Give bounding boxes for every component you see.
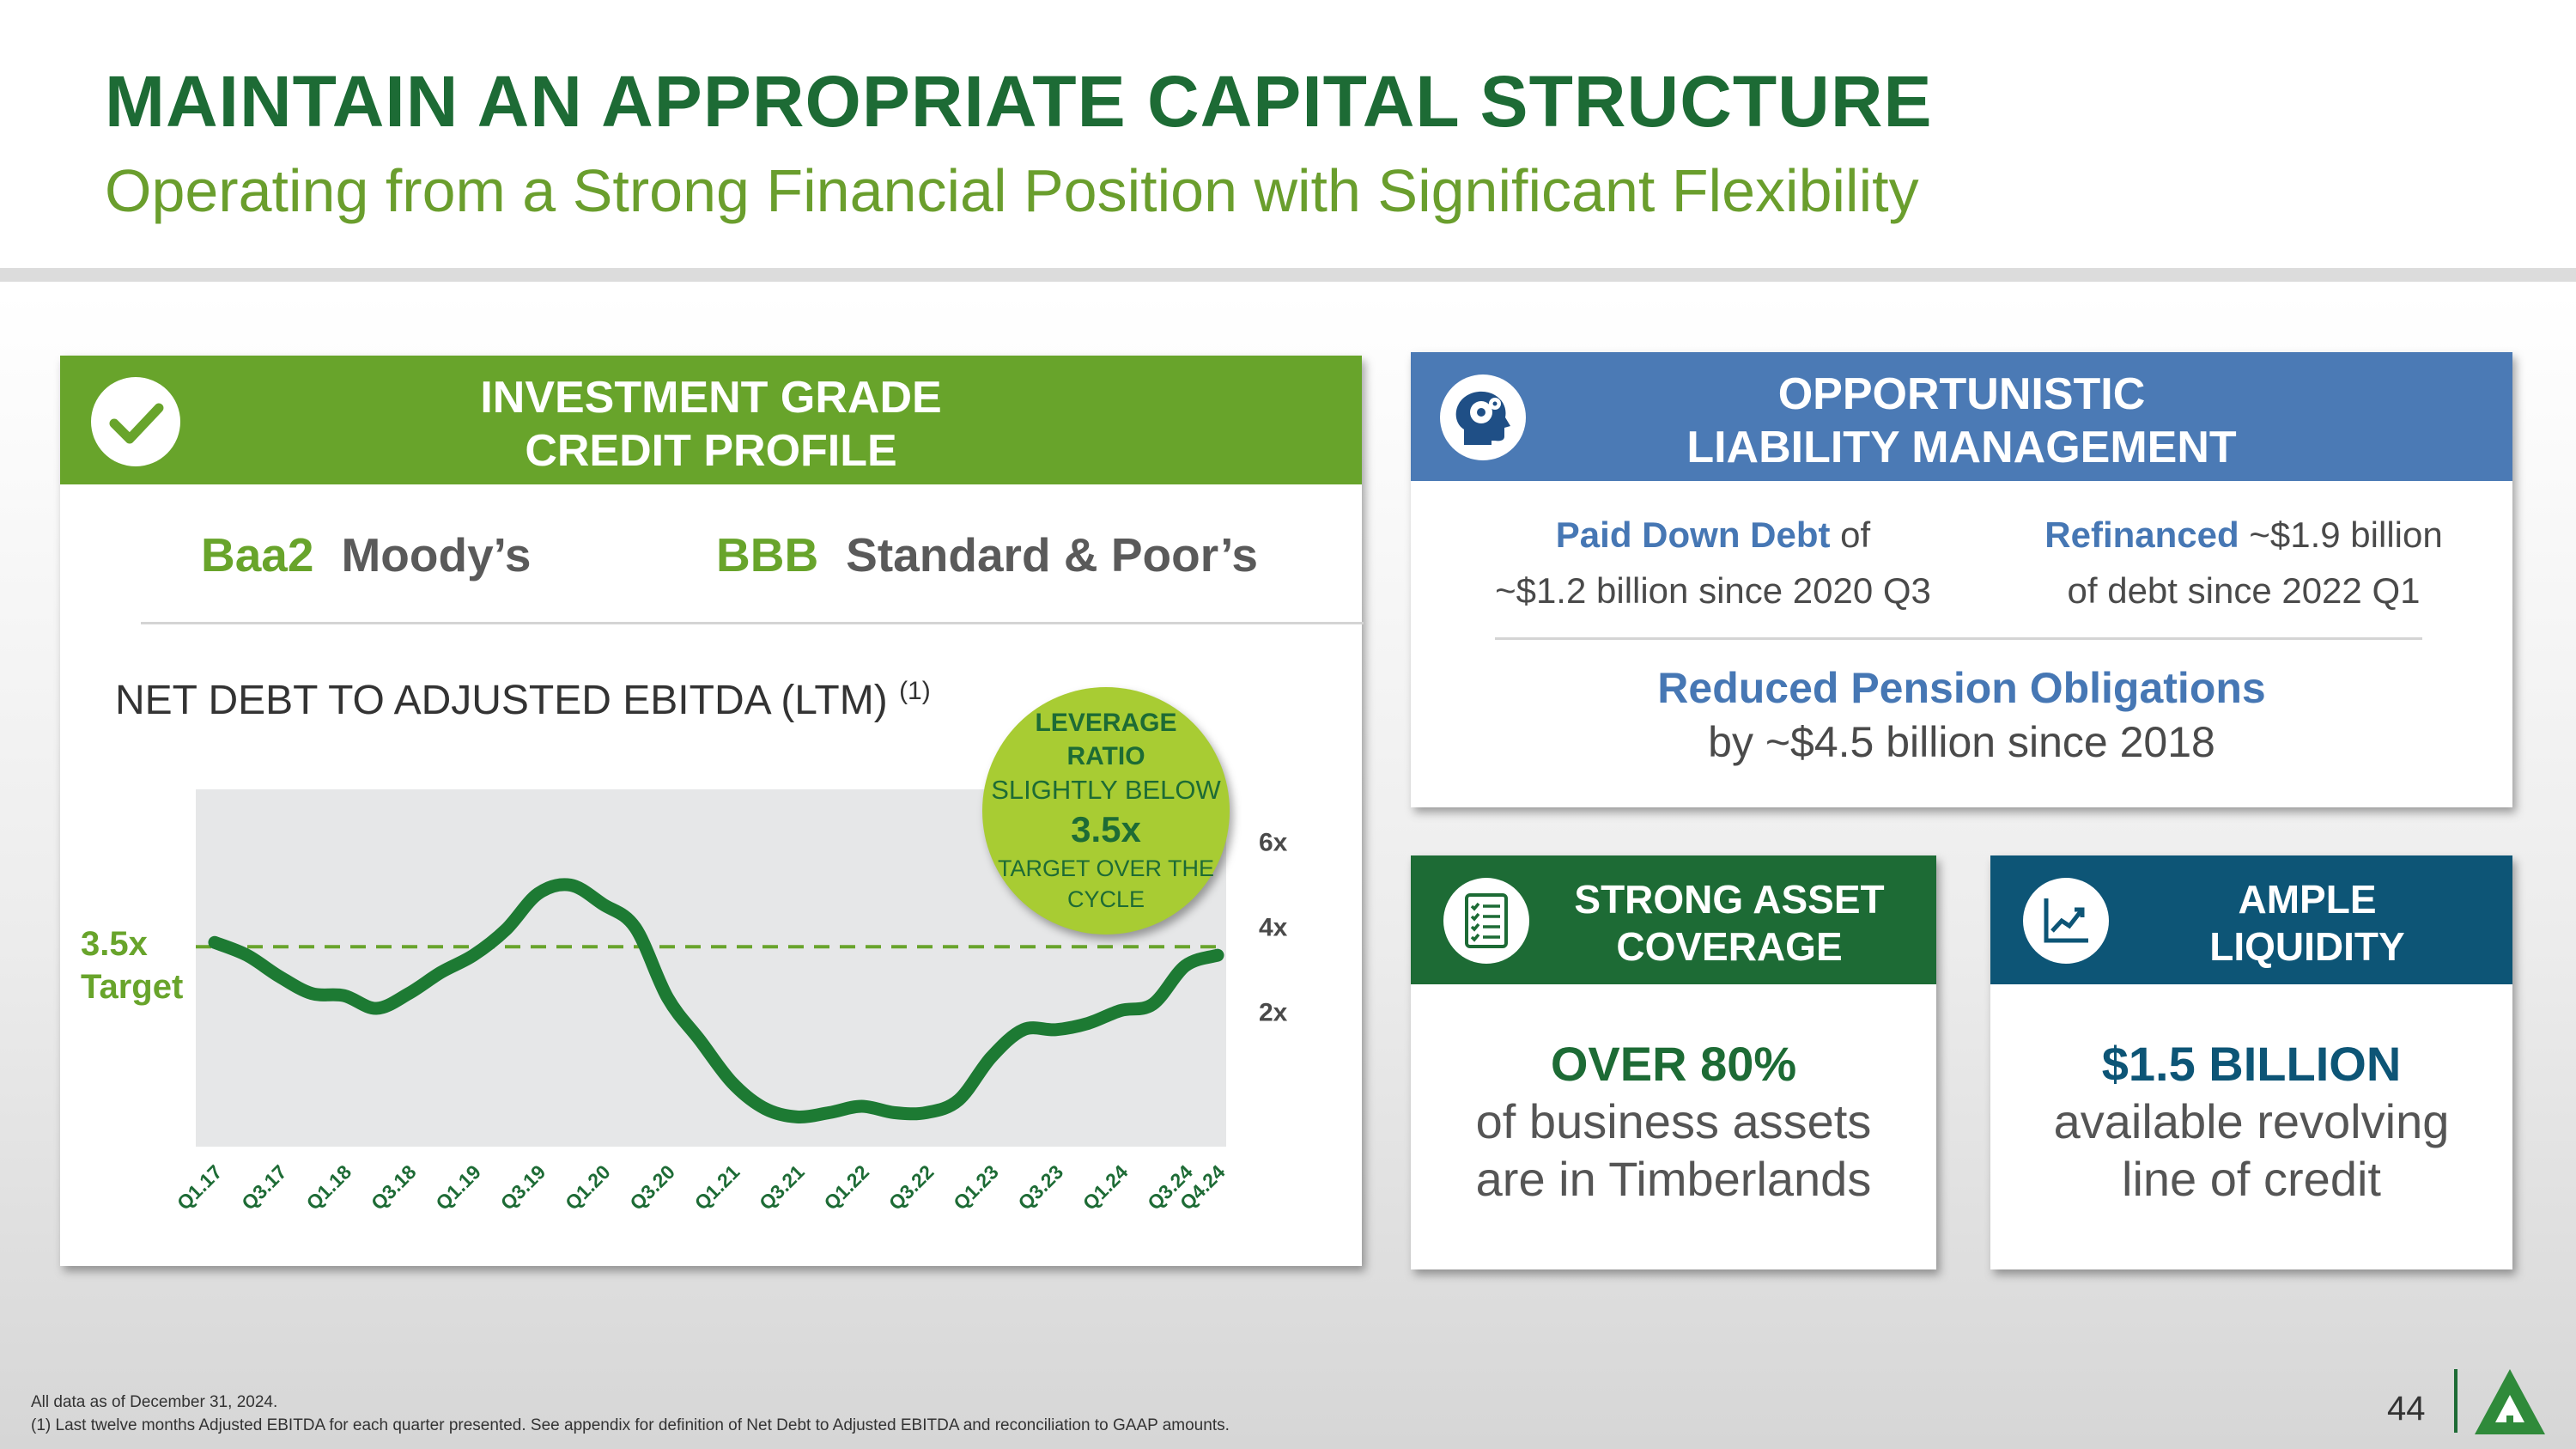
asset-title-line2: COVERAGE xyxy=(1616,924,1843,970)
liquidity-desc-line1: available revolving xyxy=(2053,1094,2450,1148)
liability-management-card: OPPORTUNISTIC LIABILITY MANAGEMENT Paid … xyxy=(1411,352,2512,807)
x-tick-label: Q1.20 xyxy=(561,1160,615,1215)
refinanced-label: Refinanced xyxy=(2044,514,2239,555)
liquidity-title-line2: LIQUIDITY xyxy=(2209,924,2405,970)
asset-coverage-header: STRONG ASSET COVERAGE xyxy=(1411,855,1936,984)
callout-line5: TARGET OVER THE xyxy=(997,855,1215,881)
paid-down-debt-label: Paid Down Debt xyxy=(1555,514,1831,555)
credit-profile-card: INVESTMENT GRADE CREDIT PROFILE Baa2 Mood… xyxy=(60,356,1364,1266)
growth-chart-icon xyxy=(2023,878,2109,964)
x-tick-label: Q3.20 xyxy=(625,1160,679,1215)
paid-down-debt: Paid Down Debt of ~$1.2 billion since 20… xyxy=(1473,507,1953,618)
rating-agency: Moody’s xyxy=(341,528,532,581)
refinanced-detail: of debt since 2022 Q1 xyxy=(2067,570,2421,612)
page-subtitle: Operating from a Strong Financial Positi… xyxy=(105,157,1919,224)
refinanced-debt: Refinanced ~$1.9 billion of debt since 2… xyxy=(2003,507,2484,618)
rating-grade: BBB xyxy=(716,528,819,581)
page-number: 44 xyxy=(2387,1390,2426,1428)
asset-coverage-card: STRONG ASSET COVERAGE OVER 80% of busine… xyxy=(1411,855,1936,1269)
pension-reduction: Reduced Pension Obligations by ~$4.5 bil… xyxy=(1411,661,2512,769)
logo-divider xyxy=(2454,1369,2458,1433)
liquidity-card: AMPLE LIQUIDITY $1.5 BILLION available r… xyxy=(1990,855,2512,1269)
footnote-data-date: All data as of December 31, 2024. xyxy=(31,1393,278,1411)
asset-stat: OVER 80% xyxy=(1550,1037,1797,1091)
y-tick-label: 6x xyxy=(1259,828,1288,856)
liability-title-line2: LIABILITY MANAGEMENT xyxy=(1686,423,2237,473)
checklist-icon xyxy=(1443,878,1529,964)
rating-sp: BBB Standard & Poor’s xyxy=(716,527,1258,582)
callout-line3: SLIGHTLY BELOW xyxy=(991,775,1221,805)
liability-title-line1: OPPORTUNISTIC xyxy=(1777,369,2146,419)
y-tick-label: 4x xyxy=(1259,913,1288,941)
footnote-ebitda: (1) Last twelve months Adjusted EBITDA f… xyxy=(31,1416,1230,1434)
head-gears-icon xyxy=(1440,374,1526,460)
x-tick-label: Q1.24 xyxy=(1078,1160,1133,1215)
chart-title: NET DEBT TO ADJUSTED EBITDA (LTM) (1) xyxy=(115,677,931,724)
x-tick-label: Q3.17 xyxy=(237,1160,291,1215)
credit-profile-title-line1: INVESTMENT GRADE xyxy=(480,373,942,423)
asset-desc-line1: of business assets xyxy=(1475,1094,1872,1148)
ratings-divider xyxy=(141,622,1364,624)
asset-desc-line2: are in Timberlands xyxy=(1475,1152,1872,1207)
liquidity-title-line1: AMPLE xyxy=(2238,877,2377,922)
header-divider xyxy=(0,268,2576,282)
liquidity-description: available revolving line of credit xyxy=(1990,1093,2512,1208)
target-label: 3.5x Target xyxy=(81,922,183,1008)
rating-moodys: Baa2 Moody’s xyxy=(201,527,532,582)
callout-line6: CYCLE xyxy=(1066,886,1145,913)
callout-value: 3.5x xyxy=(1071,809,1141,850)
x-tick-label: Q1.23 xyxy=(949,1160,1003,1215)
tree-logo-icon xyxy=(2471,1366,2549,1442)
x-tick-label: Q1.18 xyxy=(302,1160,356,1215)
liquidity-header: AMPLE LIQUIDITY xyxy=(1990,855,2512,984)
refinanced-suffix: ~$1.9 billion xyxy=(2239,514,2443,555)
y-tick-label: 2x xyxy=(1259,999,1288,1027)
footnotes: All data as of December 31, 2024. (1) La… xyxy=(31,1391,1230,1437)
x-tick-label: Q3.22 xyxy=(884,1160,939,1215)
paid-down-debt-suffix: of xyxy=(1830,514,1871,555)
asset-title-line1: STRONG ASSET xyxy=(1574,877,1885,922)
x-tick-label: Q1.17 xyxy=(173,1160,227,1215)
rating-agency: Standard & Poor’s xyxy=(846,528,1258,581)
x-tick-label: Q3.23 xyxy=(1013,1160,1067,1215)
asset-description: of business assets are in Timberlands xyxy=(1411,1093,1936,1208)
x-tick-label: Q3.21 xyxy=(755,1160,809,1215)
leverage-callout: LEVERAGE RATIO SLIGHTLY BELOW 3.5x TARGE… xyxy=(982,687,1230,935)
x-tick-label: Q1.22 xyxy=(819,1160,873,1215)
liability-management-header: OPPORTUNISTIC LIABILITY MANAGEMENT xyxy=(1411,352,2512,481)
credit-profile-header: INVESTMENT GRADE CREDIT PROFILE xyxy=(60,356,1362,484)
x-tick-label: Q3.18 xyxy=(367,1160,421,1215)
target-value: 3.5x xyxy=(81,925,148,963)
x-tick-label: Q1.19 xyxy=(431,1160,485,1215)
x-tick-label: Q3.19 xyxy=(496,1160,550,1215)
paid-down-debt-detail: ~$1.2 billion since 2020 Q3 xyxy=(1495,570,1931,612)
footnote-ref: (1) xyxy=(899,677,931,705)
chart-title-text: NET DEBT TO ADJUSTED EBITDA (LTM) xyxy=(115,678,888,723)
checkmark-icon xyxy=(91,377,180,466)
page-title: MAINTAIN AN APPROPRIATE CAPITAL STRUCTUR… xyxy=(105,61,1933,142)
pension-label: Reduced Pension Obligations xyxy=(1657,664,2266,712)
callout-line2: RATIO xyxy=(1066,742,1145,770)
liquidity-desc-line2: line of credit xyxy=(2122,1152,2381,1207)
series-line-0 xyxy=(208,878,1224,1123)
credit-profile-title-line2: CREDIT PROFILE xyxy=(525,426,897,477)
liability-divider xyxy=(1495,637,2422,640)
rating-grade: Baa2 xyxy=(201,528,314,581)
liquidity-stat: $1.5 BILLION xyxy=(2101,1037,2402,1091)
callout-line1: LEVERAGE xyxy=(1035,709,1177,737)
pension-detail: by ~$4.5 billion since 2018 xyxy=(1708,717,2215,766)
target-word: Target xyxy=(81,968,184,1006)
x-tick-label: Q1.21 xyxy=(690,1160,744,1215)
header: MAINTAIN AN APPROPRIATE CAPITAL STRUCTUR… xyxy=(0,0,2576,268)
